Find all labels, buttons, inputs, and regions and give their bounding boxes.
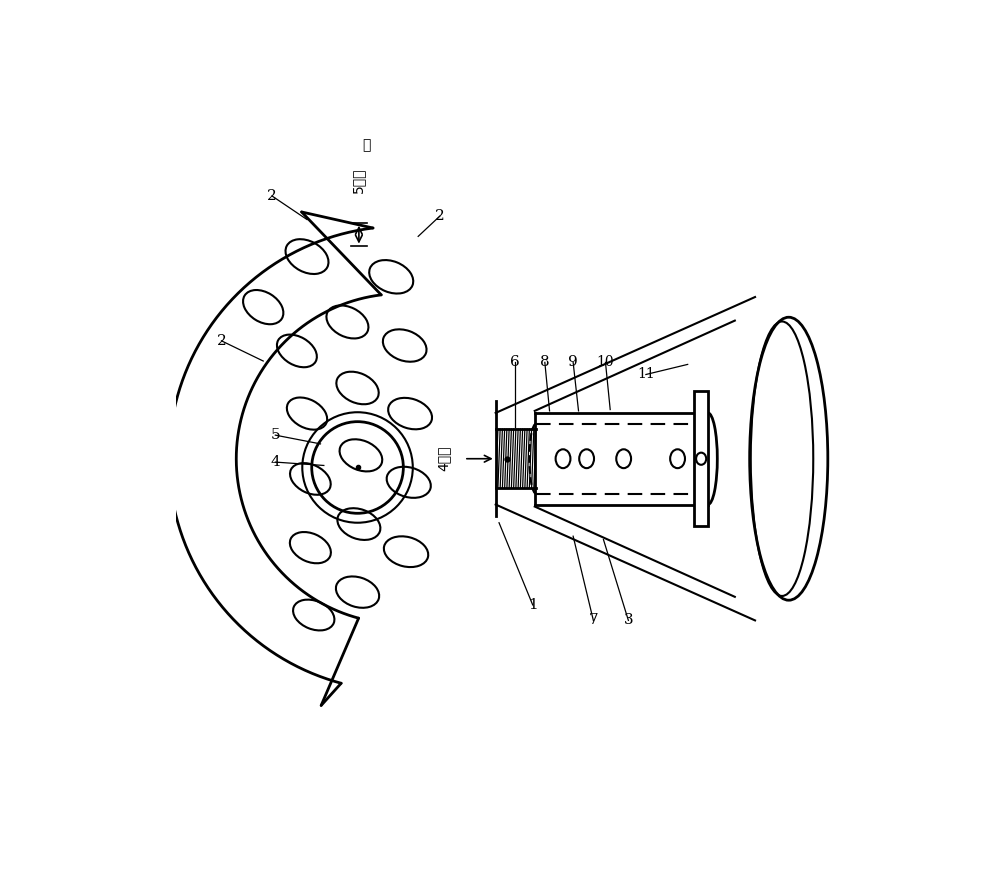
Text: 3: 3: [624, 613, 633, 627]
Text: 8: 8: [540, 355, 550, 369]
Text: 10: 10: [597, 355, 614, 369]
Text: 2: 2: [267, 189, 277, 203]
Text: 5: 5: [271, 428, 280, 442]
Bar: [694, 391, 708, 526]
Text: 7: 7: [589, 613, 598, 627]
Text: 11: 11: [637, 368, 655, 382]
Text: 2: 2: [217, 333, 226, 347]
Text: 2: 2: [435, 209, 445, 223]
Text: 4厘米: 4厘米: [436, 446, 450, 472]
Text: 5厘米: 5厘米: [351, 167, 365, 192]
Text: 米: 米: [362, 138, 370, 152]
Text: 9: 9: [568, 355, 578, 369]
Text: 1: 1: [528, 598, 538, 612]
Text: 6: 6: [510, 355, 519, 369]
Text: 4: 4: [270, 455, 280, 469]
